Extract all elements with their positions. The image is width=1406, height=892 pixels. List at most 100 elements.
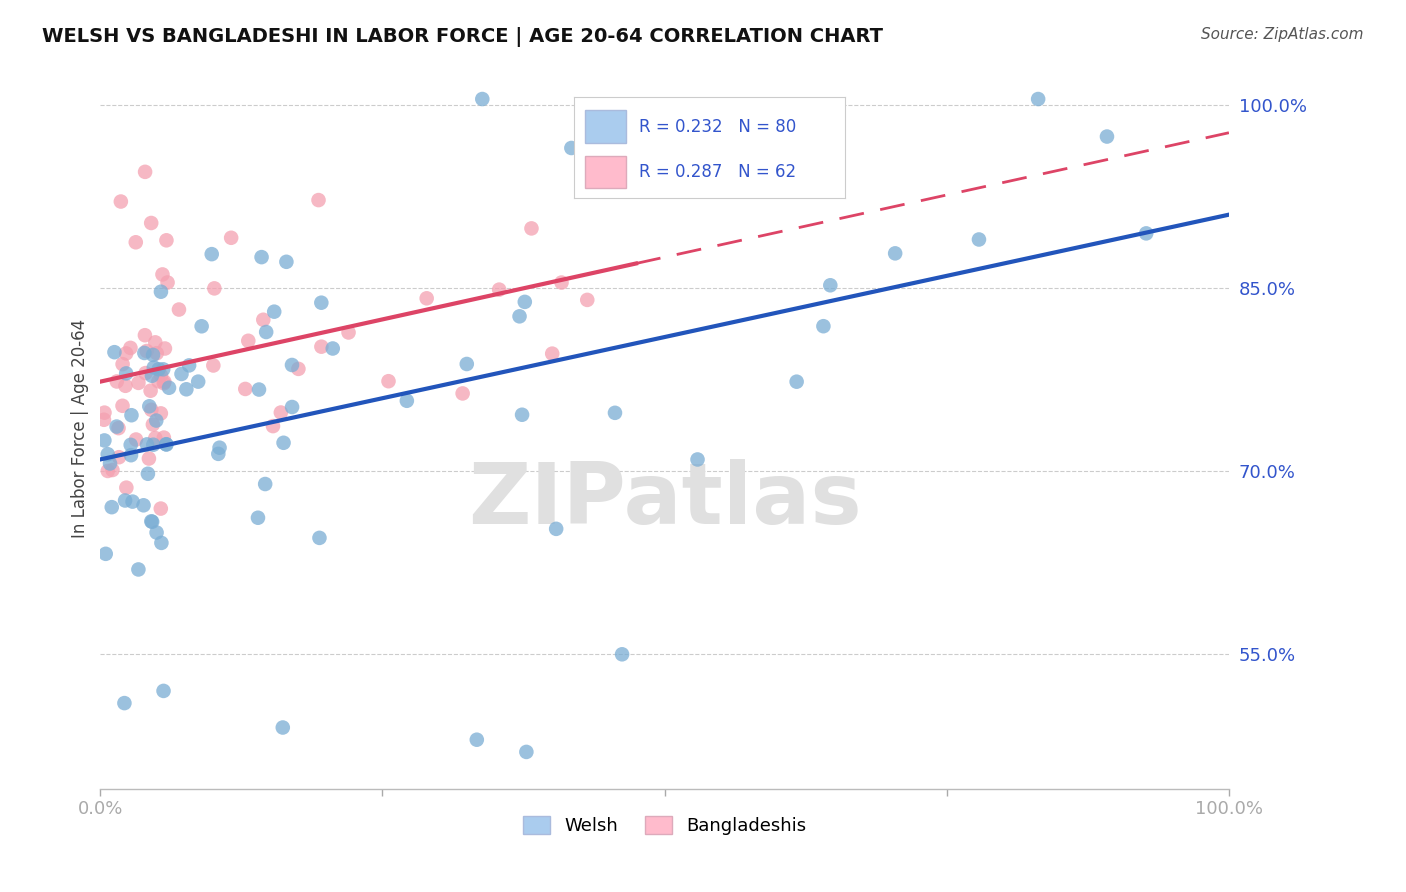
Point — [337, 326, 360, 340]
Point — [145, 525, 167, 540]
Point — [121, 408, 143, 422]
Legend: Welsh, Bangladeshis: Welsh, Bangladeshis — [513, 807, 815, 845]
Point — [97, 447, 120, 461]
Point — [254, 477, 277, 491]
Point — [276, 255, 298, 269]
Point — [149, 501, 172, 516]
Point — [93, 406, 115, 420]
Point — [308, 193, 330, 207]
Point — [155, 437, 177, 451]
Point — [115, 346, 138, 360]
Point — [254, 325, 277, 339]
Point — [141, 514, 163, 528]
Y-axis label: In Labor Force | Age 20-64: In Labor Force | Age 20-64 — [72, 319, 89, 538]
Point — [134, 165, 156, 179]
Point — [107, 421, 129, 435]
Point — [202, 359, 225, 373]
Point — [786, 375, 808, 389]
Point — [135, 366, 157, 380]
Point — [141, 216, 163, 230]
Point — [246, 510, 269, 524]
Point — [686, 452, 709, 467]
Point — [100, 500, 122, 515]
Point — [127, 376, 149, 390]
Point — [101, 463, 124, 477]
Point — [111, 357, 134, 371]
Point — [142, 360, 165, 375]
Point — [149, 368, 172, 383]
Point — [238, 334, 260, 348]
Point — [105, 375, 128, 389]
Point — [112, 696, 135, 710]
Point — [471, 92, 494, 106]
Point — [155, 233, 177, 247]
Point — [93, 434, 115, 448]
Point — [190, 319, 212, 334]
Point — [157, 381, 180, 395]
Point — [202, 281, 225, 295]
Point — [311, 295, 333, 310]
Point — [149, 406, 172, 420]
Point — [93, 413, 115, 427]
Point — [281, 358, 304, 372]
Point — [120, 448, 142, 462]
Point — [624, 180, 647, 194]
Point — [281, 400, 304, 414]
Point — [262, 419, 284, 434]
Point — [132, 498, 155, 512]
Point — [201, 247, 224, 261]
Point — [813, 319, 835, 334]
Point — [208, 441, 231, 455]
Point — [143, 431, 166, 445]
Point — [136, 467, 159, 481]
Point — [967, 232, 990, 246]
Point — [395, 393, 418, 408]
Point — [153, 376, 176, 391]
Point — [153, 375, 176, 389]
Point — [187, 375, 209, 389]
Point — [120, 438, 142, 452]
Point — [138, 451, 160, 466]
Point — [170, 367, 193, 381]
Point — [141, 368, 163, 383]
Point — [152, 362, 174, 376]
Point — [610, 648, 633, 662]
Point — [271, 721, 294, 735]
Point — [145, 413, 167, 427]
Point — [465, 732, 488, 747]
Point — [138, 399, 160, 413]
Point — [139, 384, 162, 398]
Point — [153, 342, 176, 356]
Point — [884, 246, 907, 260]
Point — [252, 312, 274, 326]
Point — [233, 382, 256, 396]
Point — [176, 382, 198, 396]
Point — [775, 185, 797, 199]
Point — [153, 431, 176, 445]
Point — [377, 374, 399, 388]
Point — [150, 536, 173, 550]
Point — [142, 438, 165, 452]
Text: WELSH VS BANGLADESHI IN LABOR FORCE | AGE 20-64 CORRELATION CHART: WELSH VS BANGLADESHI IN LABOR FORCE | AG… — [42, 27, 883, 46]
Point — [115, 481, 138, 495]
Point — [1095, 129, 1118, 144]
Point — [114, 493, 136, 508]
Text: ZIPatlas: ZIPatlas — [468, 459, 862, 542]
Point — [156, 276, 179, 290]
Point — [125, 235, 148, 250]
Point — [167, 302, 190, 317]
Point — [250, 250, 273, 264]
Point — [134, 328, 156, 343]
Point — [114, 379, 136, 393]
Point — [152, 268, 174, 282]
Point — [1026, 92, 1049, 106]
Point — [120, 341, 142, 355]
Point — [207, 447, 229, 461]
Point — [142, 348, 165, 362]
Point — [149, 285, 172, 299]
Point — [560, 141, 582, 155]
Point — [105, 419, 128, 434]
Point — [273, 435, 295, 450]
Point — [415, 291, 437, 305]
Point — [488, 283, 510, 297]
